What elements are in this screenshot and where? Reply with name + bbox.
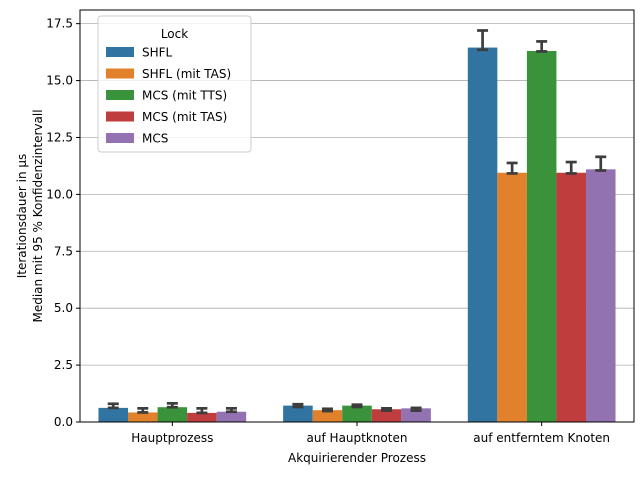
bar bbox=[526, 50, 557, 422]
legend-swatch bbox=[106, 68, 134, 79]
legend-swatch bbox=[106, 111, 134, 122]
bar bbox=[342, 405, 372, 422]
x-tick-label: auf Hauptknoten bbox=[307, 431, 408, 445]
x-tick-label: auf entferntem Knoten bbox=[473, 431, 610, 445]
bars bbox=[98, 47, 616, 422]
bar bbox=[371, 409, 402, 422]
x-tick-label: Hauptprozess bbox=[131, 431, 213, 445]
x-axis: Hauptprozess auf Hauptknoten auf entfernte… bbox=[131, 422, 610, 445]
bar bbox=[467, 47, 498, 422]
y-tick-label: 10.0 bbox=[46, 187, 73, 201]
y-tick-label: 2.5 bbox=[54, 358, 73, 372]
legend-label: MCS bbox=[142, 132, 168, 146]
legend-box bbox=[97, 15, 252, 153]
y-axis: 0.0 2.5 5.0 7.5 10.0 12.5 15.0 17.5 bbox=[46, 17, 80, 429]
bar bbox=[98, 407, 129, 422]
bar bbox=[556, 172, 586, 422]
bar bbox=[312, 410, 343, 422]
error-bars bbox=[107, 29, 607, 415]
legend-label: SHFL bbox=[142, 46, 173, 60]
bar bbox=[283, 405, 313, 422]
bar bbox=[187, 412, 217, 422]
y-tick-label: 0.0 bbox=[54, 415, 73, 429]
y-tick-label: 17.5 bbox=[46, 17, 73, 31]
legend-swatch bbox=[106, 47, 134, 57]
y-axis-label-line-2: Median mit 95 % Konfidenzintervall bbox=[31, 109, 45, 322]
y-tick-label: 5.0 bbox=[54, 301, 73, 315]
legend: Lock SHFL SHFL (mit TAS) MCS (mit TTS) MCS … bbox=[97, 15, 252, 153]
legend-swatch bbox=[106, 90, 134, 100]
bar bbox=[157, 407, 188, 422]
x-axis-label: Akquirierender Prozess bbox=[288, 451, 426, 465]
legend-title: Lock bbox=[161, 27, 188, 41]
bar bbox=[216, 411, 247, 422]
legend-label: MCS (mit TTS) bbox=[142, 89, 227, 103]
legend-label: MCS (mit TAS) bbox=[142, 110, 227, 124]
legend-swatch bbox=[106, 133, 134, 143]
y-tick-label: 7.5 bbox=[54, 244, 73, 258]
bar bbox=[497, 172, 527, 422]
bar bbox=[585, 169, 616, 422]
y-tick-label: 12.5 bbox=[46, 130, 73, 144]
bar bbox=[128, 412, 158, 422]
bar bbox=[401, 408, 431, 422]
legend-label: SHFL (mit TAS) bbox=[142, 67, 231, 81]
y-axis-label-line-1: Iterationsdauer in µs bbox=[15, 154, 29, 279]
y-tick-label: 15.0 bbox=[46, 74, 73, 88]
